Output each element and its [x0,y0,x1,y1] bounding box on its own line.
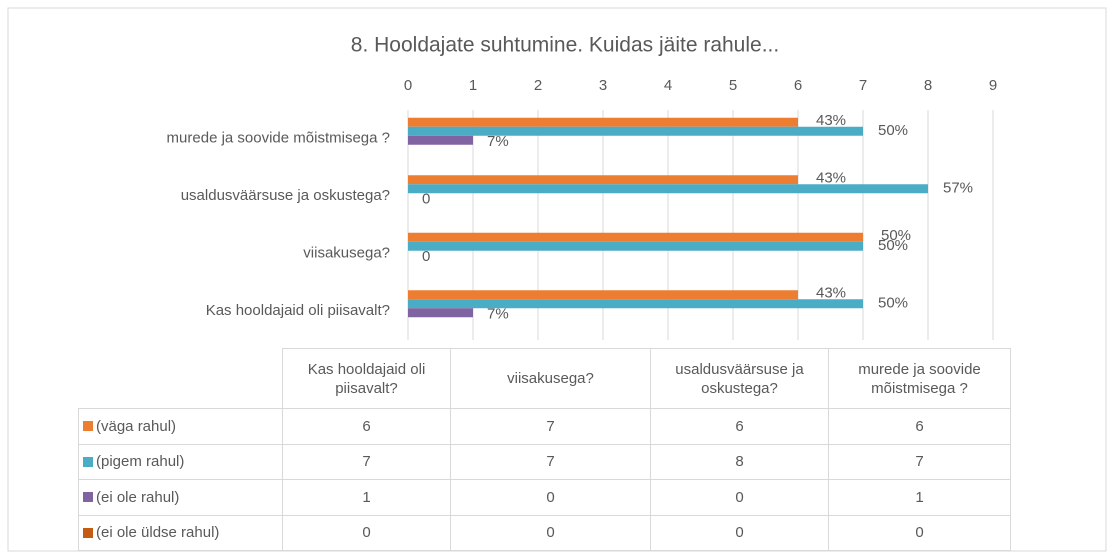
x-tick-label: 3 [599,77,607,94]
table-row-label: (pigem rahul) [78,443,283,480]
table-cell: 7 [450,443,651,480]
bar [408,126,863,136]
table-header: Kas hooldajaid oli piisavalt? [282,348,451,409]
data-label: 7% [487,133,509,150]
legend-label: (pigem rahul) [96,453,185,471]
table-cell: 6 [828,408,1011,445]
bar [408,175,798,185]
data-label: 50% [878,295,908,312]
bar [408,299,863,309]
x-tick-label: 5 [729,77,737,94]
table-cell: 0 [282,514,451,551]
table-row-label: (ei ole rahul) [78,479,283,516]
y-tick-label: usaldusväärsuse ja oskustega? [181,187,390,204]
bar [408,290,798,300]
y-tick-label: murede ja soovide mõistmisega ? [167,130,390,147]
legend-label: (väga rahul) [96,417,177,435]
data-label: 57% [943,180,973,197]
table-cell: 8 [650,443,829,480]
bar [408,117,798,127]
chart-title: 8. Hooldajate suhtumine. Kuidas jäite ra… [351,34,779,57]
data-label: 43% [816,285,846,302]
x-tick-label: 6 [794,77,802,94]
table-row-label: (ei ole üldse rahul) [78,514,283,551]
x-tick-label: 0 [404,77,412,94]
data-label: 0 [422,191,430,208]
bar [408,232,863,242]
table-header: viisakusega? [450,348,651,409]
table-row-label: (väga rahul) [78,408,283,445]
table-header: murede ja soovide mõistmisega ? [828,348,1011,409]
legend-key [83,421,93,432]
bar [408,184,928,194]
x-tick-label: 9 [989,77,997,94]
x-tick-label: 1 [469,77,477,94]
y-tick-label: Kas hooldajaid oli piisavalt? [206,302,390,319]
y-tick-label: viisakusega? [303,245,390,262]
data-label: 0 [422,248,430,265]
x-tick-label: 8 [924,77,932,94]
data-label: 43% [816,170,846,187]
data-label: 50% [881,227,911,244]
legend-key [83,492,93,503]
legend-label: (ei ole üldse rahul) [96,524,220,542]
chart-border [7,7,1107,552]
x-tick-label: 4 [664,77,672,94]
table-cell: 7 [828,443,1011,480]
table-cell: 0 [650,479,829,516]
x-tick-label: 7 [859,77,867,94]
table-cell: 0 [650,514,829,551]
data-label: 50% [878,122,908,139]
table-cell: 0 [828,514,1011,551]
table-cell: 0 [450,514,651,551]
data-label: 50% [878,237,908,254]
table-header: usaldusväärsuse ja oskustega? [650,348,829,409]
table-cell: 7 [282,443,451,480]
table-cell: 6 [650,408,829,445]
legend-key [83,527,93,538]
bar [408,135,473,145]
data-label: 7% [487,306,509,323]
table-cell: 6 [282,408,451,445]
table-cell: 1 [828,479,1011,516]
table-cell: 0 [450,479,651,516]
x-tick-label: 2 [534,77,542,94]
bar [408,241,863,251]
table-cell: 1 [282,479,451,516]
table-cell: 7 [450,408,651,445]
legend-key [83,456,93,467]
data-label: 43% [816,112,846,129]
bar [408,308,473,318]
legend-label: (ei ole rahul) [96,488,180,506]
